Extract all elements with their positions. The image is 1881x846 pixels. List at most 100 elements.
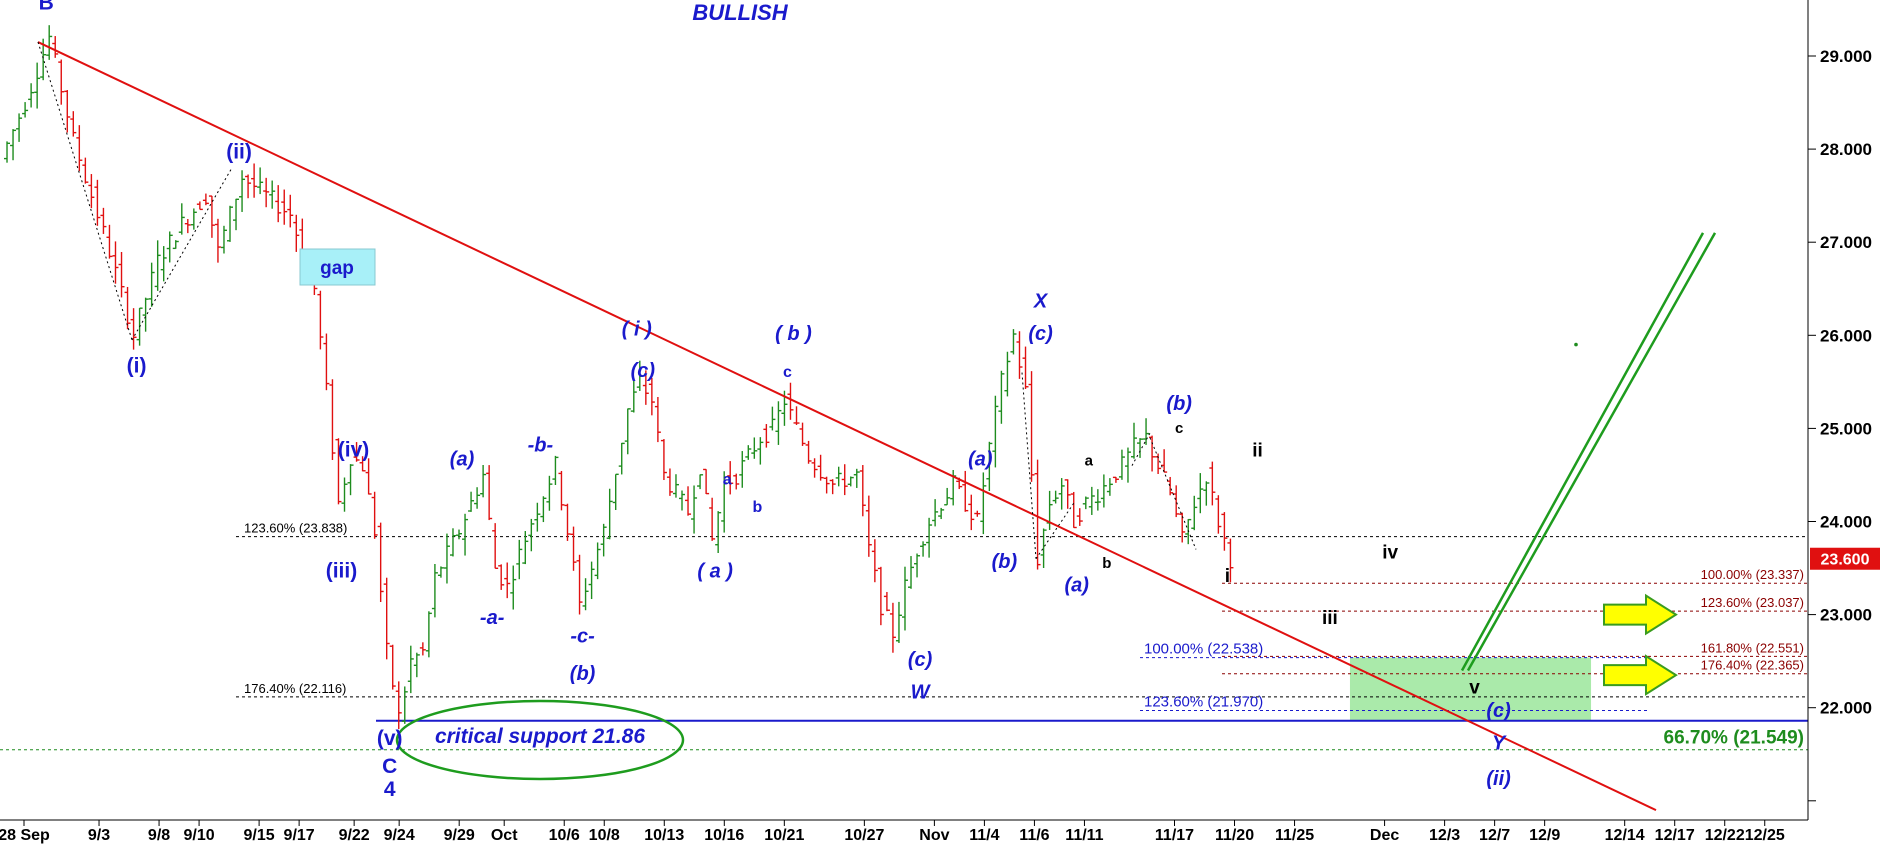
x-tick-label: 10/16 — [704, 827, 744, 844]
fib-level-layer: 123.60% (23.838) 176.40% (22.116) 100.00% … — [0, 521, 1808, 781]
wave-label: c — [783, 364, 792, 381]
wave-label: -b- — [528, 435, 554, 457]
x-tick-label: 12/25 — [1745, 827, 1785, 844]
x-tick-label: 11/20 — [1215, 827, 1254, 844]
trendline-layer — [37, 41, 1717, 812]
trendline-projection-rise-1 — [1460, 232, 1705, 672]
trendline-projection-rise-2 — [1466, 232, 1717, 672]
x-tick-label: 9/29 — [444, 827, 475, 844]
wave-label: v — [1469, 678, 1480, 699]
y-tick-label: 25.000 — [1820, 419, 1872, 438]
wave-label: (b) — [1166, 393, 1192, 415]
x-tick-label: 12/7 — [1479, 827, 1510, 844]
x-tick-label: 9/17 — [284, 827, 315, 844]
wave-label: (c) — [1486, 700, 1511, 722]
wave-label: W — [911, 681, 932, 703]
retrace-label: 66.70% (21.549) — [1664, 728, 1805, 749]
fib-label: 176.40% (22.365) — [1701, 658, 1804, 673]
wave-label: 4 — [384, 778, 396, 801]
x-tick-label: 10/6 — [549, 827, 580, 844]
y-tick-label: 27.000 — [1820, 233, 1872, 252]
wave-label: B — [39, 0, 54, 14]
fib-label: 123.60% (21.970) — [1144, 693, 1263, 710]
support-label: critical support 21.86 — [435, 725, 645, 748]
wave-label: (ii) — [226, 140, 252, 163]
x-tick-label: 11/6 — [1019, 827, 1049, 844]
wave-label: ( a ) — [697, 560, 733, 582]
x-tick-label: 10/8 — [589, 827, 620, 844]
x-tick-label: 11/17 — [1155, 827, 1194, 844]
wave-label: (a) — [450, 449, 475, 471]
wave-label: iii — [1322, 608, 1338, 629]
support-ellipse — [395, 699, 685, 781]
stray-point — [1574, 342, 1578, 347]
wave-label: (a) — [968, 449, 993, 471]
candle-layer — [4, 25, 1578, 730]
x-tick-label: 11/11 — [1065, 827, 1103, 844]
wave-label: i — [1225, 566, 1230, 587]
wave-label: (c) — [908, 649, 933, 671]
last-price-badge — [1810, 547, 1880, 570]
wave-label: (a) — [1065, 574, 1090, 596]
wave-label: (c) — [631, 360, 656, 382]
fib-label: 100.00% (22.538) — [1144, 641, 1263, 658]
fib-label: 100.00% (23.337) — [1701, 567, 1804, 582]
wave-label: X — [1033, 290, 1049, 312]
wave-connector — [1021, 372, 1037, 559]
wave-label: b — [752, 499, 762, 516]
wave-label: c — [1175, 420, 1183, 437]
x-tick-label: 12/14 — [1605, 827, 1645, 844]
wave-label: Y — [1492, 733, 1507, 755]
trendline-primary-downtrend — [37, 41, 1657, 812]
fib-label: 123.60% (23.838) — [244, 521, 347, 536]
wave-label: (b) — [992, 551, 1018, 573]
wave-label-layer: gap 23.600 B (i) (ii) (iv) (iii) (v) C4 (a) -a- -b-… — [39, 0, 1880, 801]
wave-connector — [1035, 502, 1075, 560]
wave-label: (iii) — [326, 559, 358, 582]
x-tick-label: 28 Sep — [0, 827, 50, 844]
wave-connector — [131, 167, 233, 341]
wave-label: ( b ) — [775, 323, 812, 345]
wave-connector — [1149, 437, 1197, 550]
x-tick-label: 12/22 — [1705, 827, 1745, 844]
wave-label: b — [1102, 555, 1111, 572]
x-tick-label: 9/3 — [88, 827, 110, 844]
wave-label: a — [1085, 453, 1094, 470]
x-tick-label: 10/13 — [644, 827, 684, 844]
wave-label: (i) — [127, 355, 147, 378]
gap-label: gap — [320, 258, 354, 279]
x-tick-label: 12/17 — [1655, 827, 1695, 844]
wave-label: (iv) — [338, 438, 370, 461]
wave-label: -a- — [480, 607, 505, 629]
y-tick-label: 22.000 — [1820, 699, 1872, 718]
target-arrow — [1603, 654, 1678, 696]
wave-label: -c- — [570, 626, 595, 648]
x-tick-label: 12/9 — [1529, 827, 1560, 844]
y-tick-label: 26.000 — [1820, 326, 1872, 345]
wave-connector — [1131, 432, 1151, 466]
x-tick-label: 11/25 — [1275, 827, 1314, 844]
x-tick-label: 9/10 — [184, 827, 215, 844]
wave-connector — [37, 41, 133, 341]
x-tick-label: 11/4 — [969, 827, 999, 844]
fib-label: 123.60% (23.037) — [1701, 595, 1804, 610]
y-tick-label: 28.000 — [1820, 140, 1872, 159]
x-tick-label: 10/21 — [764, 827, 804, 844]
wave-label: iv — [1382, 543, 1398, 564]
wave-label: C — [382, 755, 397, 778]
wave-label: ii — [1252, 440, 1263, 461]
y-tick-label: 29.000 — [1820, 47, 1872, 66]
target-arrow — [1603, 593, 1678, 636]
y-tick-label: 23.000 — [1820, 606, 1872, 625]
chart-title: BULLISH — [692, 0, 788, 25]
wave-label: ( i ) — [622, 318, 652, 340]
x-tick-label: 9/8 — [148, 827, 170, 844]
y-tick-label: 24.000 — [1820, 513, 1872, 532]
x-tick-label: 12/3 — [1429, 827, 1460, 844]
wave-label: (b) — [570, 663, 596, 685]
wave-label: (c) — [1028, 323, 1053, 345]
x-tick-label: 9/22 — [339, 827, 370, 844]
wave-label: (v) — [377, 727, 403, 750]
gap-box — [299, 248, 376, 286]
